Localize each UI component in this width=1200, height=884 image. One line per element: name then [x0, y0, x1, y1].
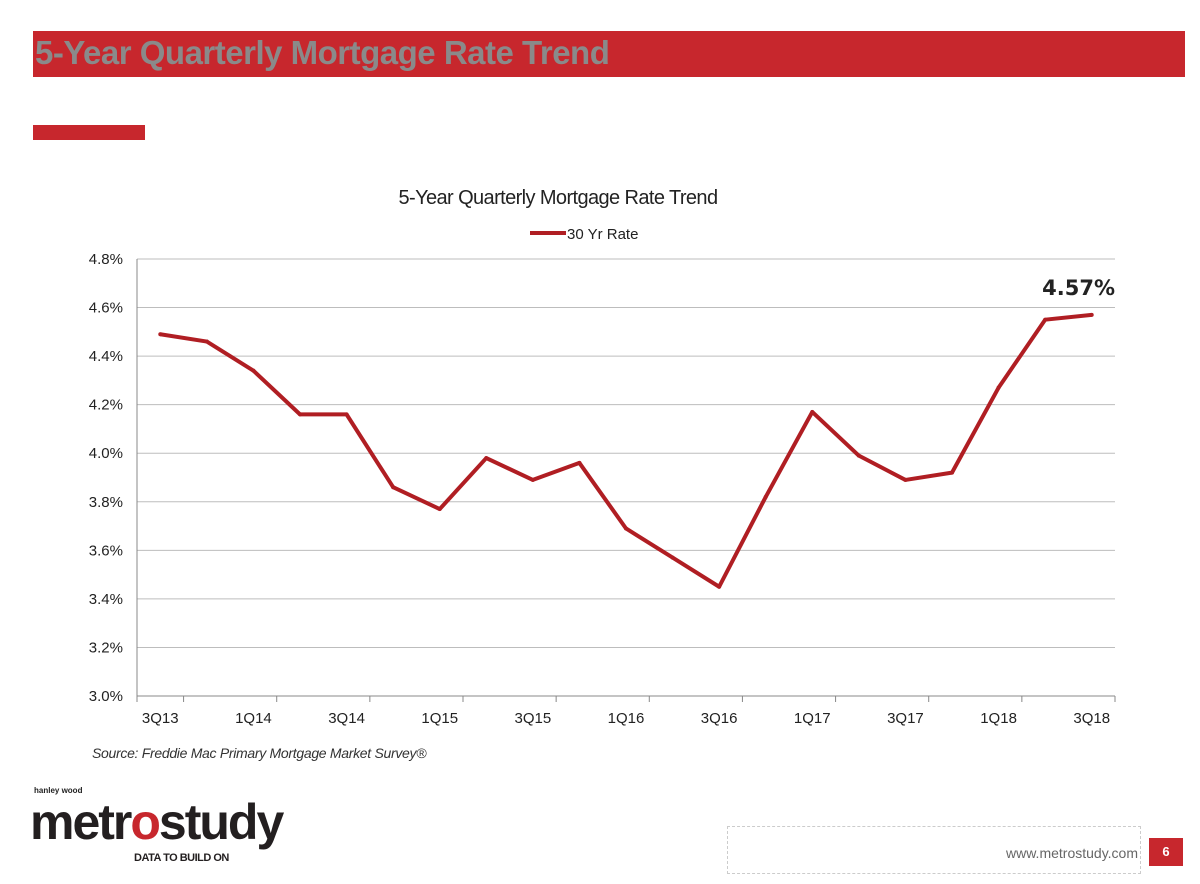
data-point	[903, 477, 908, 482]
y-tick-label: 4.0%	[89, 445, 123, 462]
last-value-annotation: 4.57%	[1042, 276, 1115, 300]
page-title: 5-Year Quarterly Mortgage Rate Trend	[35, 34, 610, 71]
x-tick-label: 3Q15	[515, 710, 552, 727]
logo-power-icon: o	[130, 794, 161, 850]
logo-part: study	[158, 794, 284, 850]
x-tick-label: 1Q18	[980, 710, 1017, 727]
y-tick-label: 3.6%	[89, 542, 123, 559]
x-tick-label: 3Q13	[142, 710, 179, 727]
data-point	[624, 526, 628, 531]
y-tick-label: 3.2%	[89, 639, 123, 656]
x-tick-label: 1Q17	[794, 710, 831, 727]
x-tick-label: 3Q17	[887, 710, 924, 727]
data-point	[950, 470, 954, 475]
data-point	[204, 339, 209, 344]
website-link[interactable]: www.metrostudy.com	[1006, 845, 1138, 861]
source-note: Source: Freddie Mac Primary Mortgage Mar…	[92, 745, 427, 761]
data-point	[1089, 312, 1094, 317]
data-point	[298, 412, 302, 417]
x-tick-label: 3Q16	[701, 710, 738, 727]
y-tick-label: 4.2%	[89, 397, 123, 414]
data-point	[856, 453, 861, 458]
footer-box	[727, 826, 1141, 874]
x-tick-label: 1Q16	[608, 710, 645, 727]
x-tick-label: 1Q14	[235, 710, 272, 727]
title-banner	[33, 31, 1185, 77]
chart-title: 5-Year Quarterly Mortgage Rate Trend	[399, 187, 718, 209]
data-point	[391, 485, 396, 490]
accent-bar	[33, 125, 145, 140]
data-point	[717, 584, 722, 589]
data-point	[484, 456, 489, 461]
data-point	[158, 332, 163, 337]
x-tick-label: 3Q14	[328, 710, 365, 727]
y-tick-label: 3.4%	[89, 591, 123, 608]
y-tick-label: 3.0%	[89, 688, 123, 705]
data-point	[1043, 317, 1048, 322]
data-point	[344, 412, 349, 417]
page-number: 6	[1149, 838, 1183, 866]
data-point	[996, 385, 1001, 390]
x-tick-label: 3Q18	[1073, 710, 1110, 727]
x-tick-label: 1Q15	[421, 710, 458, 727]
data-point	[530, 477, 535, 482]
data-point	[577, 460, 582, 465]
y-tick-label: 4.8%	[89, 251, 123, 268]
metrostudy-logo: hanley wood metrostudy DATA TO BUILD ON	[30, 786, 284, 870]
y-tick-label: 3.8%	[89, 494, 123, 511]
y-tick-label: 4.4%	[89, 348, 123, 365]
legend-label: 30 Yr Rate	[567, 226, 638, 243]
data-point	[437, 507, 442, 512]
data-point	[810, 409, 815, 414]
data-point	[763, 494, 768, 499]
logo-part: metr	[30, 794, 132, 850]
logo-wordmark: metrostudy	[30, 794, 284, 850]
data-point	[251, 368, 256, 373]
y-tick-label: 4.6%	[89, 300, 123, 317]
data-point	[670, 555, 675, 560]
logo-tagline: DATA TO BUILD ON	[134, 852, 229, 864]
logo-hanleywood: hanley wood	[34, 786, 83, 795]
